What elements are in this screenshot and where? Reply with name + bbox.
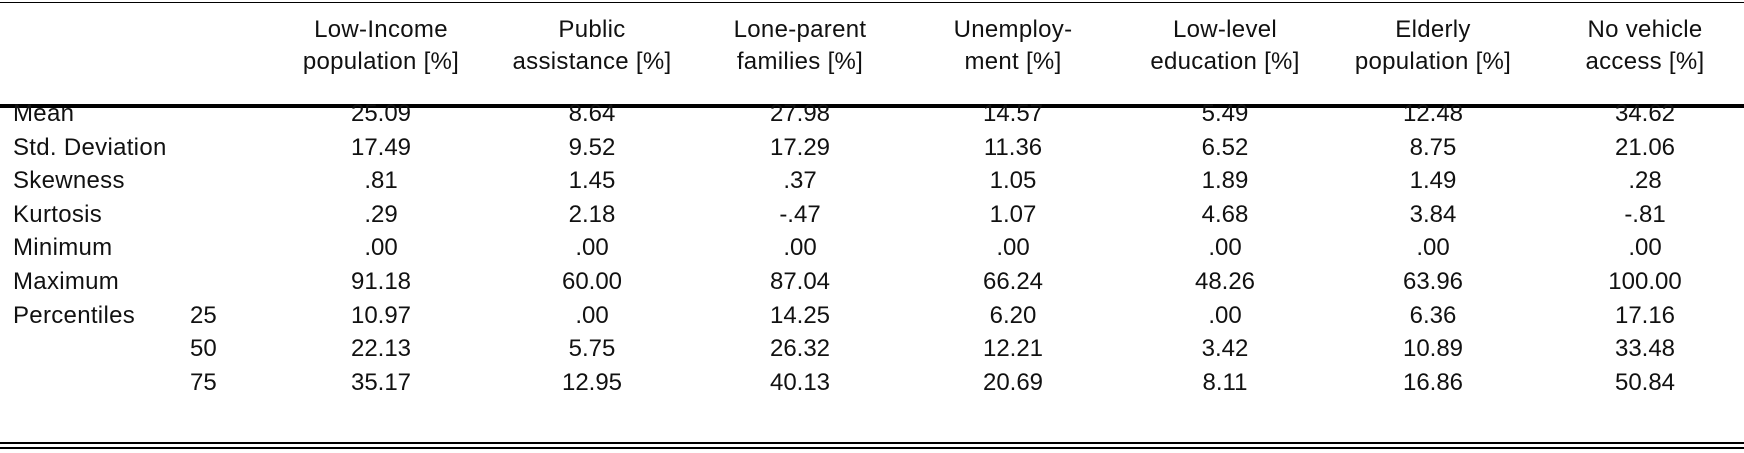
column-header: No vehicle access [%] [1545, 14, 1744, 84]
table-cell: 6.20 [989, 302, 1037, 329]
column-header: Public assistance [%] [492, 14, 692, 84]
percentile-label: 50 [190, 335, 217, 362]
percentile-label: 25 [190, 302, 217, 329]
bottom-rule [0, 442, 1744, 444]
table-cell: 6.52 [1201, 134, 1249, 161]
table-cell: 66.24 [982, 268, 1044, 295]
table-cell: 1.89 [1201, 167, 1249, 194]
table-cell: -.81 [1624, 201, 1666, 228]
table-cell: 12.48 [1402, 100, 1464, 127]
table-cell: 33.48 [1614, 335, 1676, 362]
row-label: Minimum [13, 234, 113, 261]
table-cell: .00 [1208, 302, 1242, 329]
table-cell: .37 [783, 167, 817, 194]
table-cell: 48.26 [1194, 268, 1256, 295]
table-cell: 50.84 [1614, 369, 1676, 396]
table-cell: .29 [364, 201, 398, 228]
table-cell: 16.86 [1402, 369, 1464, 396]
column-header-line: Lone-parent [733, 16, 867, 43]
table-cell: 5.75 [568, 335, 616, 362]
table-cell: .00 [1208, 234, 1242, 261]
column-header: Low-Income population [%] [281, 14, 481, 84]
table-cell: 12.21 [982, 335, 1044, 362]
table-cell: 87.04 [769, 268, 831, 295]
table-cell: .00 [364, 234, 398, 261]
table-cell: 1.49 [1409, 167, 1457, 194]
column-header-line: education [%] [1150, 48, 1300, 75]
table-cell: 22.13 [350, 335, 412, 362]
column-header: Unemploy-ment [%] [913, 14, 1113, 84]
column-header-line: Low-Income [314, 16, 448, 43]
table-cell: 1.05 [989, 167, 1037, 194]
table-cell: .00 [996, 234, 1030, 261]
table-cell: 8.64 [568, 100, 616, 127]
table-cell: 11.36 [983, 134, 1043, 161]
row-label: Std. Deviation [13, 134, 167, 161]
table-cell: 2.18 [568, 201, 616, 228]
table-cell: .28 [1628, 167, 1662, 194]
column-header-line: population [%] [302, 48, 460, 75]
column-header-line: ment [%] [964, 48, 1062, 75]
table-cell: 26.32 [769, 335, 831, 362]
table-cell: 6.36 [1409, 302, 1457, 329]
table-cell: 63.96 [1402, 268, 1464, 295]
table-cell: 10.97 [350, 302, 412, 329]
row-label: Maximum [13, 268, 120, 295]
column-header-line: No vehicle [1587, 16, 1703, 43]
table-cell: 4.68 [1201, 201, 1249, 228]
table-cell: 14.57 [982, 100, 1044, 127]
row-label: Skewness [13, 167, 125, 194]
table-cell: 12.95 [561, 369, 623, 396]
table-cell: 17.29 [769, 134, 831, 161]
table-cell: 60.00 [561, 268, 623, 295]
table-cell: 9.52 [568, 134, 616, 161]
table-cell: 8.75 [1409, 134, 1457, 161]
column-header: Lone-parent families [%] [700, 14, 900, 84]
table-cell: 10.89 [1402, 335, 1464, 362]
bottom-double-rule [0, 447, 1744, 449]
column-header-line: Public [558, 16, 626, 43]
table-cell: .00 [575, 302, 609, 329]
column-header-line: Unemploy- [953, 16, 1073, 43]
table-cell: -.47 [779, 201, 821, 228]
column-header-line: population [%] [1354, 48, 1512, 75]
table-cell: 5.49 [1201, 100, 1249, 127]
table-cell: 17.49 [350, 134, 412, 161]
table-cell: 3.84 [1409, 201, 1457, 228]
table-cell: 21.06 [1614, 134, 1676, 161]
table-cell: 8.11 [1202, 369, 1248, 396]
header-rule [0, 104, 1744, 108]
table-cell: 14.25 [769, 302, 831, 329]
table-cell: 20.69 [982, 369, 1044, 396]
column-header-line: families [%] [736, 48, 864, 75]
table-cell: 91.18 [350, 268, 412, 295]
table-cell: 1.07 [989, 201, 1037, 228]
table-cell: 40.13 [769, 369, 831, 396]
table-cell: 17.16 [1614, 302, 1676, 329]
column-header: Low-level education [%] [1125, 14, 1325, 84]
table-cell: 27.98 [769, 100, 831, 127]
table-cell: 3.42 [1201, 335, 1249, 362]
table-cell: 1.45 [568, 167, 616, 194]
column-header-line: assistance [%] [512, 48, 672, 75]
table-cell: .00 [575, 234, 609, 261]
table-cell: 34.62 [1614, 100, 1676, 127]
column-header-line: access [%] [1585, 48, 1705, 75]
table-cell: 35.17 [350, 369, 412, 396]
table-cell: .00 [1416, 234, 1450, 261]
column-header-line: Elderly [1395, 16, 1471, 43]
column-header-line: Low-level [1172, 16, 1278, 43]
percentile-label: 75 [190, 369, 217, 396]
row-label: Percentiles [13, 302, 136, 329]
table-cell: .81 [364, 167, 398, 194]
row-label: Mean [13, 100, 75, 127]
top-rule [0, 2, 1744, 3]
table-cell: .00 [1628, 234, 1662, 261]
table-cell: 25.09 [350, 100, 412, 127]
row-label: Kurtosis [13, 201, 103, 228]
table-cell: .00 [783, 234, 817, 261]
table-cell: 100.00 [1608, 268, 1682, 295]
column-header: Elderly population [%] [1333, 14, 1533, 84]
